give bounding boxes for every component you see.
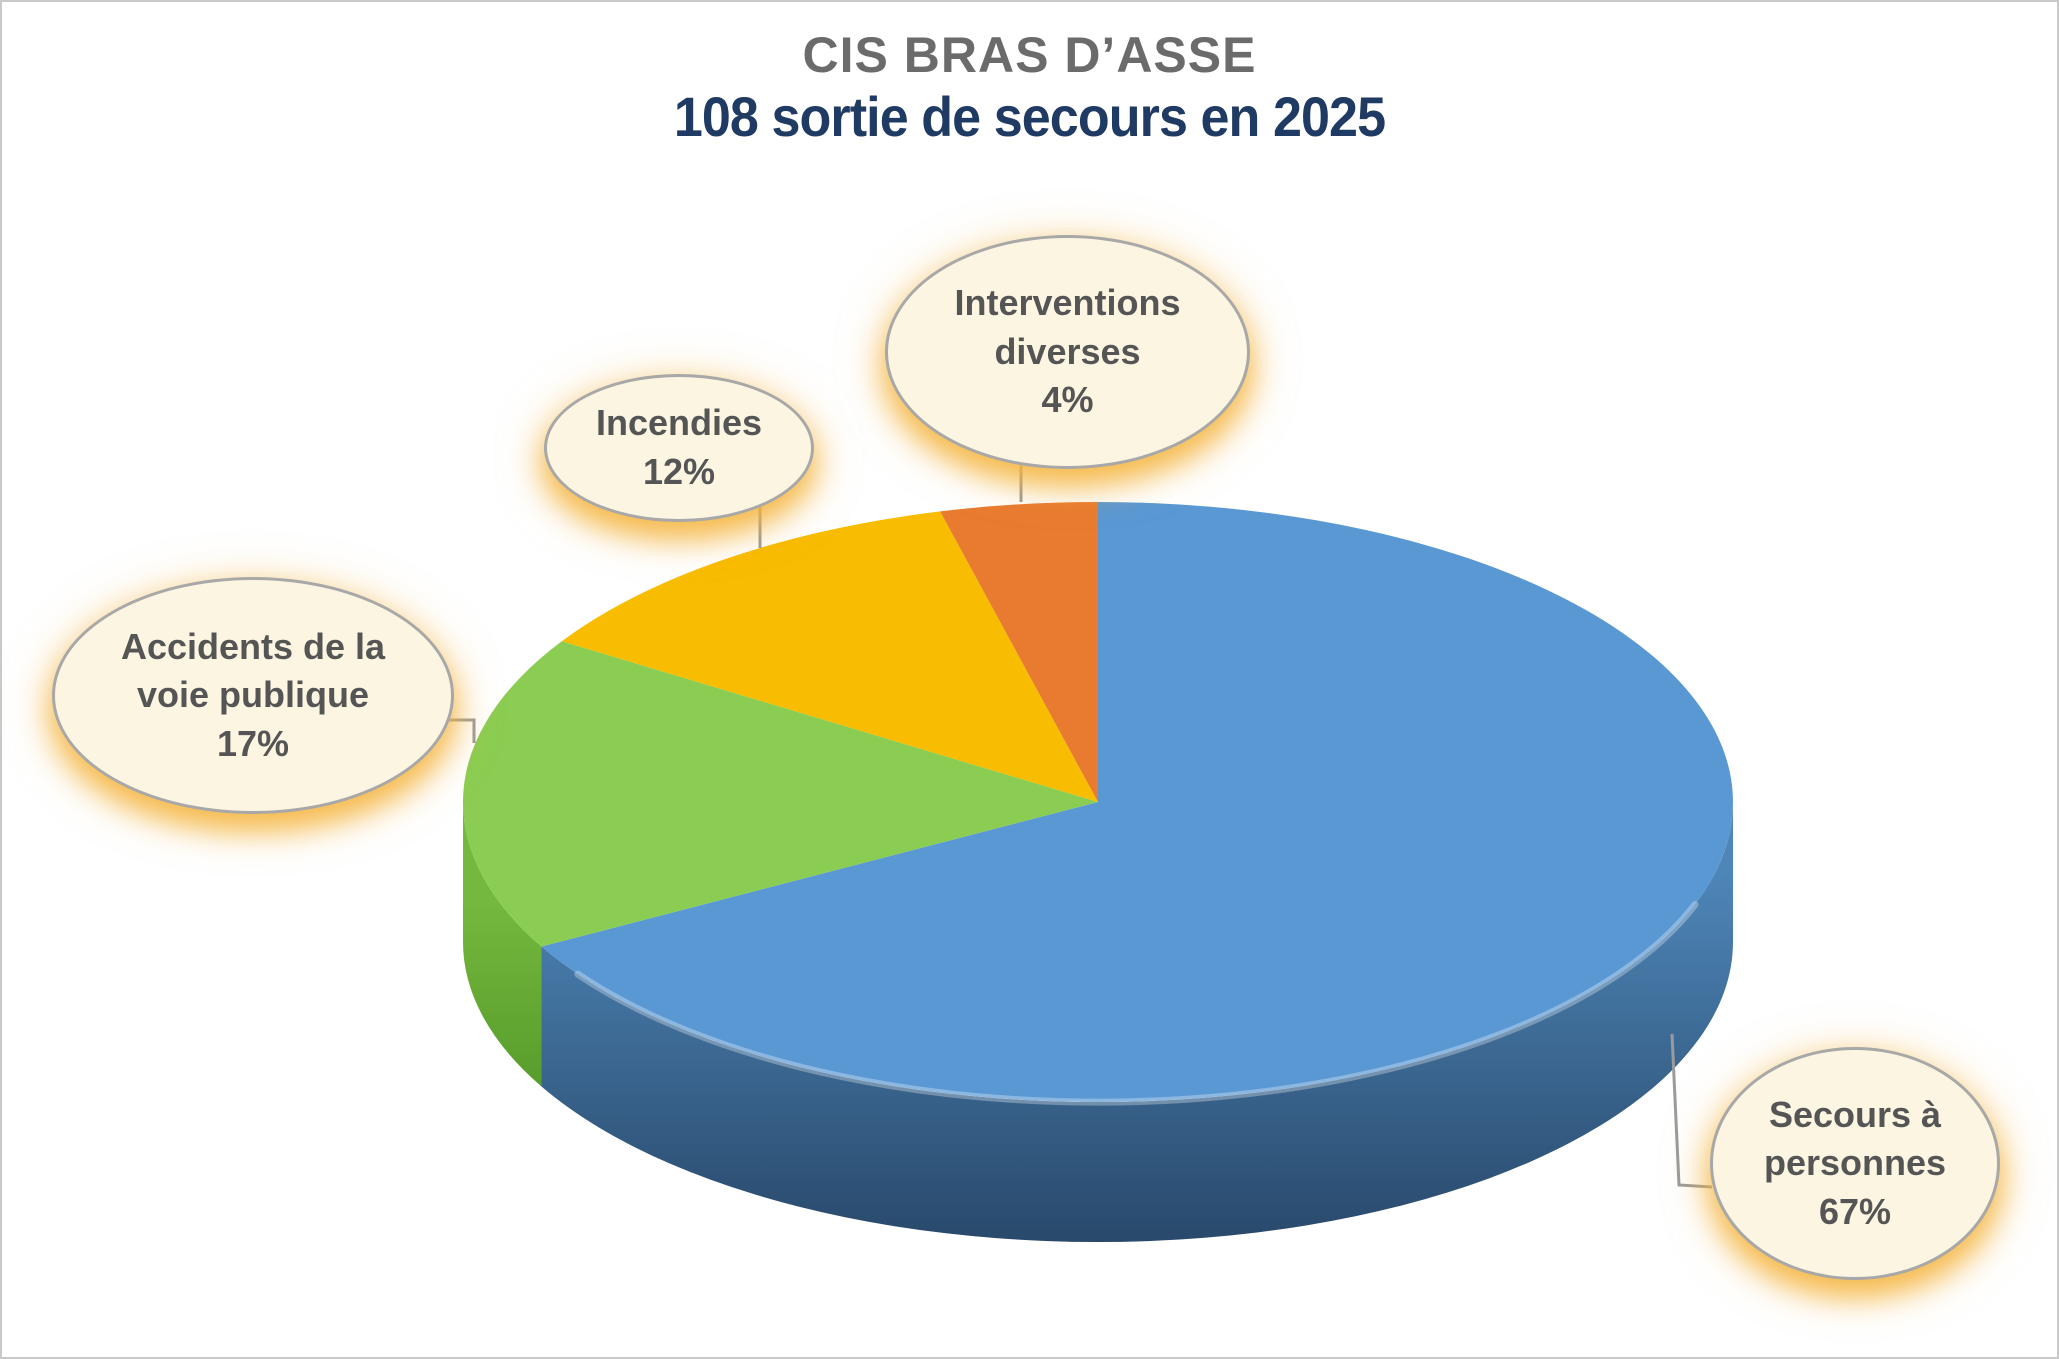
callout-interventions-diverses: Interventions diverses 4% [885,235,1250,469]
callout-label-line: personnes [1763,1142,1947,1184]
leader-line-secours-a-personnes [1670,1033,1713,1189]
callout-percentage: 4% [1041,379,1094,421]
callout-label-line: Secours à [1768,1093,1942,1135]
callout-percentage: 17% [216,722,290,764]
pie-slice-interventions-diverses [940,502,1098,802]
callout-incendies: Incendies 12% [544,374,814,522]
callout-label-line: Incendies [595,402,763,444]
callout-percentage: 67% [1818,1190,1892,1232]
callout-label-line: Accidents de la [120,625,386,667]
chart-header: CIS BRAS D’ASSE 108 sortie de secours en… [2,28,2057,149]
callout-secours-a-personnes: Secours à personnes 67% [1710,1047,2000,1280]
chart-title: CIS BRAS D’ASSE [802,27,1257,83]
callout-label-line: Interventions [954,282,1181,324]
chart-subtitle: 108 sortie de secours en 2025 [673,85,1386,148]
callout-percentage: 12% [642,451,716,492]
pie-slice-secours-a-personnes [541,502,1733,1103]
callout-label-line: diverses [994,330,1141,372]
pie-slice-incendies [561,511,1098,802]
pie-slice-accidents-voie-publique [462,641,1098,947]
pie-side-secours-a-personnes [541,802,1733,1243]
callout-label-line: voie publique [136,674,369,716]
pie-rim-highlight [574,901,1699,1106]
pie-side-accidents-voie-publique [463,802,542,1087]
pie-top-surface [462,502,1733,1103]
callout-accidents-voie-publique: Accidents de la voie publique 17% [52,577,454,814]
pie-sides [463,802,1733,1243]
leader-line-accidents-voie-publique [448,718,476,743]
